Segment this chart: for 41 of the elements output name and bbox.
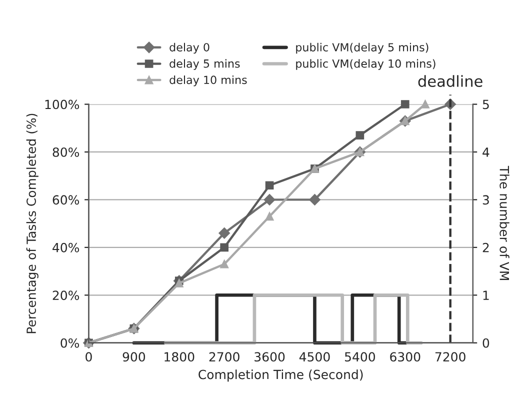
y2-tick-label: 1 [483,290,489,300]
point [218,227,230,239]
point [356,131,364,140]
x-axis-title: Completion Time (Second) [198,370,363,382]
y2-tick-label: 0 [482,338,490,348]
ref-line-label: deadline [418,75,482,87]
x-tick-label: 4500 [299,352,330,362]
point [421,100,430,108]
y2-tick-label: 5 [482,100,489,110]
y2-tick-label: 2 [482,242,489,252]
point [174,279,184,288]
y2-axis-title: The number of VM [500,166,510,280]
legend-label: delay 5 mins [170,59,240,70]
y-tick-label: 100% [45,100,80,110]
x-tick-label: 7200 [435,352,466,362]
point [400,100,410,108]
x-tick-label: 1800 [164,352,194,362]
y2-tick-label: 3 [482,195,489,205]
y2-tick-label: 4 [482,148,490,157]
point [220,243,229,252]
x-tick-label: 5400 [344,352,376,362]
y-tick-label: 40% [52,242,80,252]
legend-label: public VM(delay 5 mins) [296,42,428,54]
point [220,260,229,268]
x-tick-label: 900 [122,352,146,362]
point [265,212,274,221]
legend-label: public VM(delay 10 mins) [296,59,436,70]
x-tick-label: 6300 [390,352,420,362]
y-axis-title: Percentage of Tasks Completed (%) [26,114,38,334]
point [309,194,320,206]
x-tick-label: 0 [86,352,92,362]
y-tick-label: 0% [60,338,80,348]
point [265,181,274,190]
y-tick-label: 60% [52,195,80,205]
legend-label: delay 0 [170,42,210,54]
x-tick-label: 2700 [209,352,240,362]
legend-label: delay 10 mins [170,75,247,86]
y-tick-label: 80% [52,147,80,157]
x-tick-label: 3600 [254,352,285,362]
y-tick-label: 20% [52,290,80,300]
point [264,194,276,206]
